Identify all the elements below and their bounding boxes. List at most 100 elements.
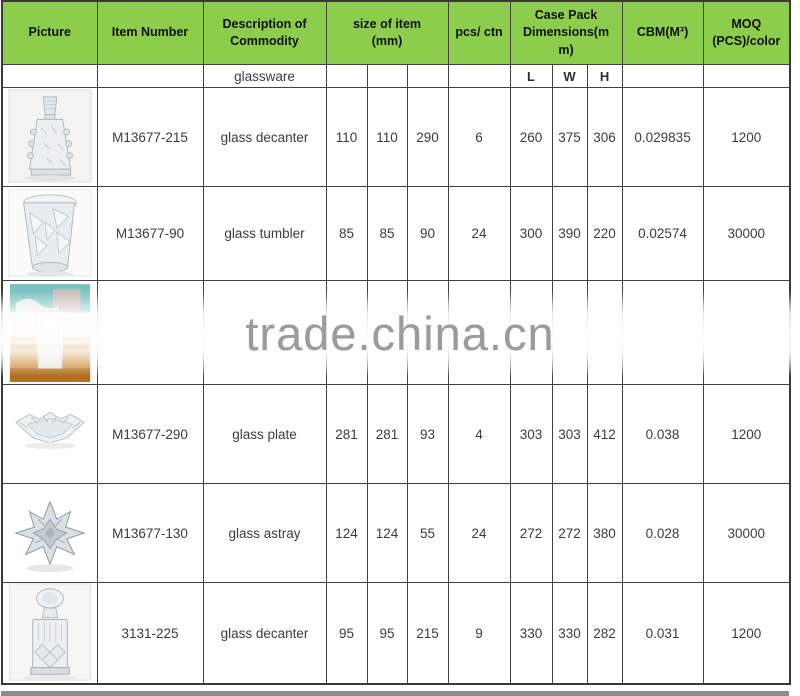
header-pcs-ctn: pcs/ ctn — [447, 0, 511, 65]
product-spec-table: Picture Item Number Description of Commo… — [1, 0, 792, 685]
subheader-w: W — [551, 64, 588, 88]
cell-case-h: 380 — [586, 483, 623, 583]
cell-item-number — [96, 280, 204, 385]
table-row: 3131-225 glass decanter 95 95 215 9 330 … — [1, 582, 791, 685]
cell-item-number: 3131-225 — [96, 582, 204, 685]
cell-moq: 30000 — [702, 483, 791, 583]
cell-pcs-ctn — [447, 280, 511, 385]
cell-pcs-ctn: 24 — [447, 483, 511, 583]
glass-cup-photo-image — [9, 283, 90, 382]
header-description-label: Description of Commodity — [222, 16, 307, 49]
cell-cbm: 0.029835 — [621, 87, 704, 187]
cell-case-w: 330 — [551, 582, 588, 685]
header-item-number-label: Item Number — [111, 25, 189, 40]
cell-size-w: 110 — [366, 87, 408, 187]
cell-moq: 1200 — [702, 87, 791, 187]
cell-pcs-ctn: 4 — [447, 384, 511, 484]
header-moq: MOQ (PCS)/color — [702, 0, 791, 65]
whiskey-decanter-image — [8, 583, 91, 682]
cell-size-w: 85 — [366, 186, 408, 281]
product-photo-plate — [1, 384, 98, 484]
header-pcs-ctn-label: pcs/ ctn — [455, 25, 503, 40]
cell-description: glass astray — [202, 483, 327, 583]
cell-cbm: 0.02574 — [621, 186, 704, 281]
header-row: Picture Item Number Description of Commo… — [1, 0, 791, 65]
cell-size-l — [325, 280, 368, 385]
subheader-cbm-empty — [621, 64, 704, 88]
table-row: M13677-90 glass tumbler 85 85 90 24 300 … — [1, 186, 791, 281]
cell-size-l: 124 — [325, 483, 368, 583]
cell-size-h: 290 — [406, 87, 449, 187]
product-photo-ashtray — [1, 483, 98, 583]
subheader-pcs-empty — [447, 64, 511, 88]
header-picture: Picture — [1, 0, 98, 65]
category-label: glassware — [202, 64, 327, 88]
cell-size-l: 281 — [325, 384, 368, 484]
cell-size-h — [406, 280, 449, 385]
product-photo-cup-on-table — [1, 280, 98, 385]
cell-moq: 30000 — [702, 186, 791, 281]
table-row: M13677-290 glass plate 281 281 93 4 303 … — [1, 384, 791, 484]
cell-size-l: 95 — [325, 582, 368, 685]
cell-cbm: 0.028 — [621, 483, 704, 583]
cell-moq: 1200 — [702, 384, 791, 484]
cell-case-l: 260 — [509, 87, 553, 187]
cell-size-w: 124 — [366, 483, 408, 583]
subheader-h: H — [586, 64, 623, 88]
subheader-moq-empty — [702, 64, 791, 88]
cell-item-number: M13677-90 — [96, 186, 204, 281]
header-size-label: size of item (mm) — [352, 16, 422, 49]
cell-pcs-ctn: 24 — [447, 186, 511, 281]
subheader-size-h-empty — [406, 64, 449, 88]
cell-case-l — [509, 280, 553, 385]
cell-moq — [702, 280, 791, 385]
cell-case-h: 412 — [586, 384, 623, 484]
header-case-pack: Case Pack Dimensions(mm) — [509, 0, 623, 65]
cell-case-h — [586, 280, 623, 385]
cell-case-h: 282 — [586, 582, 623, 685]
cell-pcs-ctn: 9 — [447, 582, 511, 685]
glass-plate-image — [14, 411, 85, 450]
cell-case-w: 390 — [551, 186, 588, 281]
header-description: Description of Commodity — [202, 0, 327, 65]
product-photo-decanter-tall — [1, 87, 98, 187]
subheader-size-w-empty — [366, 64, 408, 88]
cell-size-l: 110 — [325, 87, 368, 187]
cell-size-w — [366, 280, 408, 385]
next-row-partial — [1, 691, 789, 696]
table-row: M13677-130 glass astray 124 124 55 24 27… — [1, 483, 791, 583]
cell-size-w: 95 — [366, 582, 408, 685]
subheader-picture-empty — [1, 64, 98, 88]
header-moq-label: MOQ (PCS)/color — [712, 16, 781, 49]
cell-size-h: 215 — [406, 582, 449, 685]
cell-description: glass decanter — [202, 582, 327, 685]
subheader-row: glassware L W H — [1, 64, 791, 88]
header-cbm: CBM(M³) — [621, 0, 704, 65]
cell-item-number: M13677-215 — [96, 87, 204, 187]
product-photo-decanter-square — [1, 582, 98, 685]
cell-description: glass decanter — [202, 87, 327, 187]
cell-description: glass plate — [202, 384, 327, 484]
cell-case-w: 303 — [551, 384, 588, 484]
table-row — [1, 280, 791, 385]
cell-size-h: 55 — [406, 483, 449, 583]
cell-cbm: 0.031 — [621, 582, 704, 685]
cell-case-w — [551, 280, 588, 385]
glass-tumbler-image — [8, 189, 92, 277]
header-item-number: Item Number — [96, 0, 204, 65]
product-photo-tumbler — [1, 186, 98, 281]
header-picture-label: Picture — [28, 25, 71, 40]
glass-decanter-image — [8, 89, 92, 183]
cell-item-number: M13677-130 — [96, 483, 204, 583]
cell-case-h: 220 — [586, 186, 623, 281]
cell-case-w: 375 — [551, 87, 588, 187]
cell-cbm — [621, 280, 704, 385]
cell-case-l: 272 — [509, 483, 553, 583]
cell-size-l: 85 — [325, 186, 368, 281]
header-case-pack-label: Case Pack Dimensions(mm) — [522, 7, 610, 57]
cell-case-l: 300 — [509, 186, 553, 281]
cell-case-h: 306 — [586, 87, 623, 187]
cell-item-number: M13677-290 — [96, 384, 204, 484]
cell-cbm: 0.038 — [621, 384, 704, 484]
